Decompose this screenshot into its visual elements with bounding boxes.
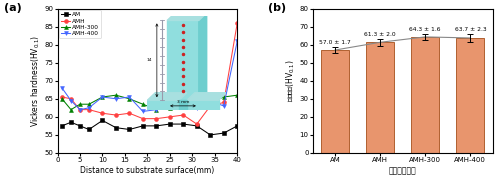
- AMH-300: [86, 103, 92, 105]
- AMH: [113, 114, 119, 116]
- AMH: [86, 108, 92, 111]
- AMH-300: [194, 100, 200, 102]
- Line: AMH: AMH: [60, 21, 239, 126]
- AMH: [126, 112, 132, 114]
- AM: [208, 134, 214, 136]
- Y-axis label: Vickers hardness(HV$_{0.1}$): Vickers hardness(HV$_{0.1}$): [29, 35, 42, 127]
- Bar: [366, 42, 394, 153]
- AMH-400: [59, 87, 65, 89]
- AMH-400: [86, 107, 92, 109]
- AMH-300: [140, 103, 146, 105]
- AMH-300: [208, 101, 214, 104]
- AMH-300: [154, 108, 160, 111]
- AMH: [59, 96, 65, 98]
- AMH: [208, 105, 214, 107]
- Text: 61.3 ± 2.0: 61.3 ± 2.0: [364, 32, 396, 36]
- AMH: [194, 123, 200, 125]
- Legend: AM, AMH, AMH-300, AMH-400: AM, AMH, AMH-300, AMH-400: [60, 10, 101, 38]
- AMH-300: [167, 107, 173, 109]
- AMH-400: [140, 110, 146, 112]
- Text: 63.7 ± 2.3: 63.7 ± 2.3: [454, 27, 486, 32]
- Bar: [456, 38, 484, 153]
- Line: AMH-400: AMH-400: [60, 39, 239, 113]
- AM: [194, 125, 200, 127]
- Bar: [411, 37, 439, 153]
- AMH: [77, 108, 83, 111]
- AMH: [100, 112, 105, 114]
- AM: [180, 123, 186, 125]
- AMH-300: [100, 96, 105, 98]
- AM: [154, 125, 160, 127]
- AMH-300: [113, 94, 119, 96]
- AMH-300: [77, 103, 83, 105]
- AMH-300: [180, 103, 186, 105]
- Line: AMH-300: AMH-300: [60, 93, 239, 112]
- Line: AM: AM: [60, 119, 239, 137]
- AMH-300: [59, 98, 65, 100]
- AMH: [140, 117, 146, 120]
- Text: (b): (b): [268, 3, 286, 13]
- Text: (a): (a): [4, 3, 22, 13]
- AMH: [234, 22, 240, 24]
- AMH: [180, 114, 186, 116]
- AMH-300: [126, 98, 132, 100]
- AMH-400: [221, 105, 227, 107]
- AM: [86, 128, 92, 131]
- X-axis label: 不同锶锻工艺: 不同锶锻工艺: [388, 166, 416, 175]
- AM: [113, 127, 119, 129]
- AMH-400: [154, 108, 160, 111]
- AM: [68, 121, 74, 124]
- Bar: [321, 50, 349, 153]
- AMH: [167, 116, 173, 118]
- AMH-400: [126, 96, 132, 98]
- Text: 57.0 ± 1.7: 57.0 ± 1.7: [319, 40, 351, 45]
- AMH-300: [221, 96, 227, 98]
- AMH-400: [167, 100, 173, 102]
- AMH: [154, 117, 160, 120]
- AMH-400: [234, 40, 240, 42]
- AMH-300: [68, 108, 74, 111]
- AM: [59, 125, 65, 127]
- AMH-400: [100, 96, 105, 98]
- AM: [126, 128, 132, 131]
- AMH-400: [208, 100, 214, 102]
- AM: [140, 125, 146, 127]
- Y-axis label: 显微硬度(HV$_{0.1}$): 显微硬度(HV$_{0.1}$): [284, 59, 297, 102]
- AM: [77, 125, 83, 127]
- AM: [100, 119, 105, 122]
- AMH: [221, 101, 227, 104]
- AM: [167, 123, 173, 125]
- AMH-400: [77, 108, 83, 111]
- X-axis label: Distance to substrate surface(mm): Distance to substrate surface(mm): [80, 166, 214, 175]
- AMH-400: [68, 100, 74, 102]
- AMH-400: [194, 107, 200, 109]
- AM: [221, 132, 227, 134]
- AMH: [68, 98, 74, 100]
- AMH-400: [113, 98, 119, 100]
- Text: 64.3 ± 1.6: 64.3 ± 1.6: [410, 27, 441, 32]
- AMH-300: [234, 94, 240, 96]
- AMH-400: [180, 98, 186, 100]
- AM: [234, 125, 240, 127]
